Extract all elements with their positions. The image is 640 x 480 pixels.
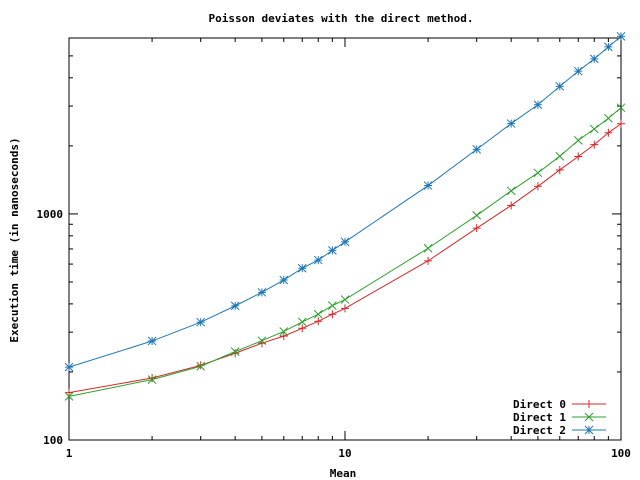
series-direct-0-point xyxy=(507,201,516,210)
legend-marker xyxy=(584,412,594,422)
series-direct-1-point xyxy=(573,136,583,145)
series-direct-2-point xyxy=(328,246,337,255)
series-direct-0-point xyxy=(574,152,583,161)
legend-direct-2: Direct 2 xyxy=(513,424,606,437)
series-direct-1-point xyxy=(616,103,626,113)
series-direct-0-point xyxy=(604,128,613,137)
y-tick-label: 100 xyxy=(43,434,63,447)
series-direct-1-point xyxy=(257,336,267,346)
series-direct-1-point xyxy=(604,113,613,123)
series-direct-1-point xyxy=(147,375,157,384)
series-direct-1-point xyxy=(423,243,433,253)
legend-marker xyxy=(585,400,593,408)
series-direct-2-point xyxy=(555,82,565,91)
x-tick-label: 100 xyxy=(611,447,631,460)
series-direct-1-point xyxy=(340,295,350,304)
series-direct-2-point xyxy=(616,32,626,41)
series-direct-1-point xyxy=(297,317,307,327)
series-direct-2-point xyxy=(340,237,350,247)
series-direct-1-point xyxy=(64,391,74,401)
series-direct-0-point xyxy=(590,140,599,149)
series-direct-2-point xyxy=(257,287,267,297)
y-tick-label: 1000 xyxy=(37,208,64,221)
series-direct-2-line xyxy=(68,35,622,368)
series-direct-2-point xyxy=(64,362,74,372)
series-direct-0-point xyxy=(424,256,433,265)
series-direct-0-line xyxy=(68,123,622,394)
series-direct-2-point xyxy=(506,119,516,128)
series-direct-2-point xyxy=(423,181,433,190)
series-direct-2-point xyxy=(297,263,307,273)
series-direct-2-point xyxy=(589,54,599,64)
legend-marker xyxy=(584,425,594,435)
series-direct-0-point xyxy=(298,324,307,333)
series-direct-2-point xyxy=(573,66,583,76)
legend-label: Direct 1 xyxy=(513,411,566,424)
series-direct-2-point xyxy=(196,317,206,327)
legend-direct-1: Direct 1 xyxy=(513,411,606,424)
x-tick-label: 1 xyxy=(66,447,73,460)
series-direct-1-point xyxy=(196,361,206,371)
series-direct-1-point xyxy=(555,151,565,161)
series-direct-0-point xyxy=(555,165,564,174)
series-direct-0-point xyxy=(328,310,337,319)
y-axis-label: Execution time (in nanoseconds) xyxy=(8,137,21,342)
series-direct-2-point xyxy=(533,100,543,110)
series-direct-0-point xyxy=(148,374,157,383)
series-direct-2 xyxy=(64,32,626,372)
series-direct-0-point xyxy=(314,317,323,326)
legend-direct-0: Direct 0 xyxy=(513,398,606,411)
series-direct-1-point xyxy=(279,327,289,336)
series-direct-1-point xyxy=(533,168,543,178)
series-direct-1-point xyxy=(230,347,240,356)
chart-title: Poisson deviates with the direct method. xyxy=(209,12,474,25)
series-direct-2-point xyxy=(147,336,157,346)
series-direct-0-point xyxy=(472,224,481,233)
x-tick-label: 10 xyxy=(338,447,351,460)
series-direct-0-point xyxy=(341,304,349,313)
series-direct-0-point xyxy=(617,119,625,128)
series-direct-2-point xyxy=(230,301,240,311)
series-direct-1 xyxy=(64,103,626,401)
legend-label: Direct 2 xyxy=(513,424,566,437)
series-direct-1-point xyxy=(328,301,337,310)
series-direct-0-point xyxy=(279,332,288,341)
series-direct-1-point xyxy=(506,186,516,196)
series-direct-2-point xyxy=(604,42,613,52)
series-direct-2-point xyxy=(472,145,482,154)
series-direct-2-point xyxy=(279,275,289,285)
series-direct-1-point xyxy=(313,309,323,319)
series-direct-1-point xyxy=(589,124,599,134)
series-direct-0 xyxy=(65,119,625,397)
series-direct-2-point xyxy=(313,255,323,265)
x-axis-label: Mean xyxy=(330,467,357,480)
series-direct-0-point xyxy=(65,388,73,397)
series-direct-0-point xyxy=(533,182,542,191)
series-direct-1-point xyxy=(472,211,482,220)
legend-label: Direct 0 xyxy=(513,398,566,411)
series-direct-1-line xyxy=(68,107,622,397)
